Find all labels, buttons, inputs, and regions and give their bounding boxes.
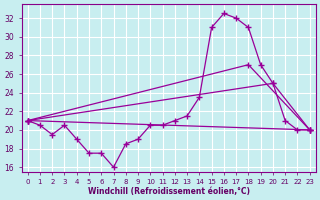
X-axis label: Windchill (Refroidissement éolien,°C): Windchill (Refroidissement éolien,°C) bbox=[88, 187, 250, 196]
